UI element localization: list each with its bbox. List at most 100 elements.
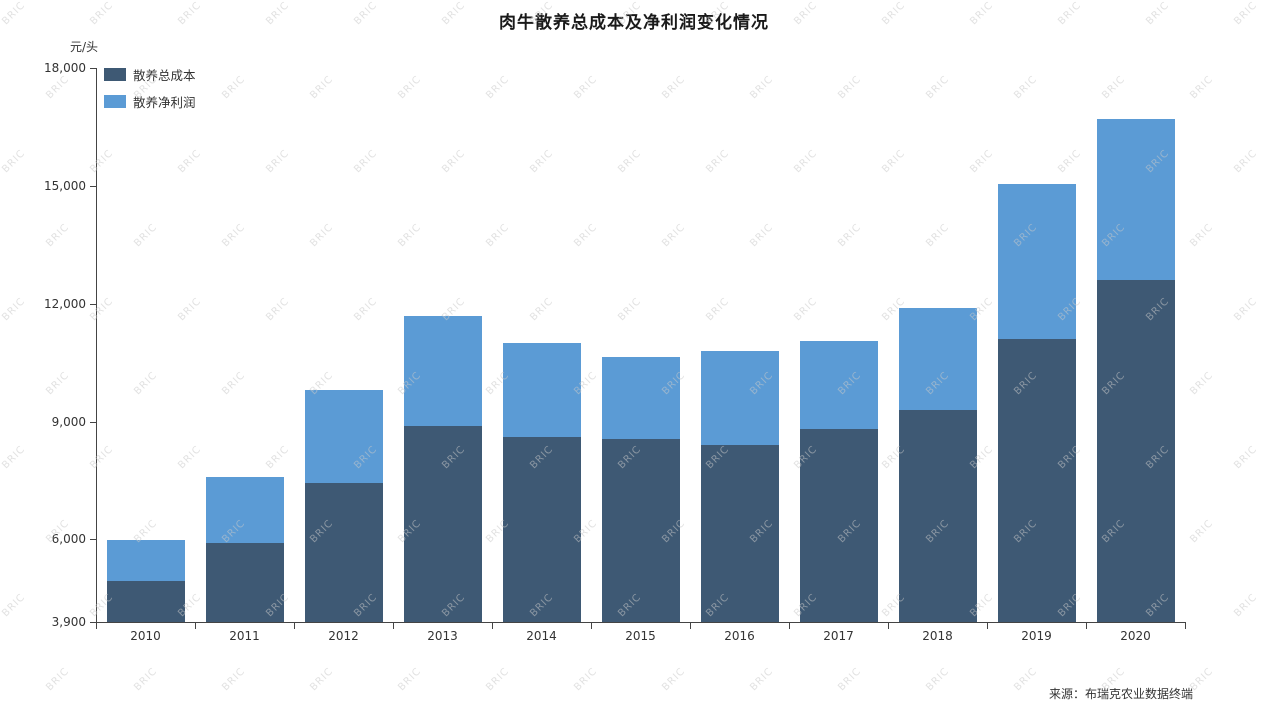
bar-cost-segment (799, 429, 878, 622)
watermark-text: BRIC (0, 443, 28, 472)
watermark-text: BRIC (220, 665, 248, 694)
x-axis-label: 2020 (1120, 629, 1151, 643)
legend-item: 散养净利润 (104, 91, 196, 111)
y-tick-label: 12,000 (44, 296, 86, 311)
chart-legend: 散养总成本散养净利润 (104, 64, 196, 118)
watermark-text: BRIC (748, 665, 776, 694)
y-tick-label: 3,900 (51, 615, 86, 629)
watermark-text: BRIC (1232, 147, 1260, 176)
y-axis-unit-label: 元/头 (70, 40, 99, 54)
bar-profit-segment (1096, 119, 1175, 281)
bar-cost-segment (502, 437, 581, 622)
bar-profit-segment (700, 350, 779, 446)
watermark-text: BRIC (1232, 295, 1260, 324)
y-axis-line (96, 68, 97, 623)
bar-group (997, 183, 1076, 622)
watermark-text: BRIC (1232, 443, 1260, 472)
watermark-text: BRIC (924, 665, 952, 694)
bar-group (601, 356, 680, 622)
bar-cost-segment (106, 580, 185, 622)
bar-profit-segment (997, 183, 1076, 340)
bar-cost-segment (898, 409, 977, 622)
bar-cost-segment (403, 425, 482, 622)
bar-profit-segment (205, 476, 284, 544)
bar-group (799, 341, 878, 622)
x-tick-mark (195, 623, 196, 629)
watermark-text: BRIC (1188, 73, 1216, 102)
y-tick-label: 15,000 (44, 178, 86, 193)
bar-group (898, 307, 977, 622)
bar-group (1096, 119, 1175, 622)
x-tick-mark (591, 623, 592, 629)
watermark-text: BRIC (836, 665, 864, 694)
x-tick-mark (888, 623, 889, 629)
watermark-text: BRIC (44, 221, 72, 250)
chart-title: 肉牛散养总成本及净利润变化情况 (499, 13, 769, 33)
y-tick-mark (90, 68, 96, 69)
bar-group (403, 315, 482, 622)
y-tick-mark (90, 539, 96, 541)
x-axis-label: 2011 (229, 629, 260, 643)
watermark-text: BRIC (44, 73, 72, 102)
watermark-text: BRIC (1188, 517, 1216, 546)
bar-group (502, 343, 581, 622)
y-tick-mark (90, 185, 96, 187)
x-tick-mark (1086, 623, 1087, 629)
y-tick-label: 9,000 (51, 414, 86, 429)
legend-swatch (104, 94, 126, 108)
legend-swatch (104, 67, 126, 81)
y-tick-mark (90, 421, 96, 423)
bar-cost-segment (997, 339, 1076, 622)
x-tick-mark (294, 623, 295, 629)
bar-group (700, 350, 779, 622)
watermark-text: BRIC (308, 665, 336, 694)
x-axis-label: 2014 (526, 629, 557, 643)
bar-cost-segment (700, 445, 779, 622)
x-axis-label: 2012 (328, 629, 359, 643)
bar-group (304, 390, 383, 622)
bar-group (106, 539, 185, 622)
legend-label: 散养净利润 (133, 94, 196, 110)
watermark-text: BRIC (572, 665, 600, 694)
x-tick-mark (1185, 623, 1186, 629)
bar-cost-segment (205, 543, 284, 622)
x-axis-label: 2015 (625, 629, 656, 643)
watermark-text: BRIC (44, 369, 72, 398)
watermark-text: BRIC (1012, 665, 1040, 694)
watermark-text: BRIC (1188, 369, 1216, 398)
bar-profit-segment (106, 539, 185, 581)
bar-cost-segment (304, 482, 383, 622)
y-tick-label: 6,000 (51, 532, 86, 547)
x-axis-label: 2010 (130, 629, 161, 643)
bar-profit-segment (799, 341, 878, 430)
x-axis-line (96, 622, 1186, 623)
watermark-text: BRIC (0, 147, 28, 176)
bar-profit-segment (304, 390, 383, 483)
watermark-text: BRIC (44, 665, 72, 694)
x-tick-mark (96, 623, 97, 629)
bar-group (205, 476, 284, 622)
bar-profit-segment (601, 356, 680, 440)
bar-profit-segment (403, 315, 482, 426)
x-axis-label: 2018 (922, 629, 953, 643)
plot-area (96, 68, 1185, 622)
x-axis-label: 2017 (823, 629, 854, 643)
x-tick-mark (690, 623, 691, 629)
y-tick-label: 18,000 (44, 61, 86, 75)
x-tick-mark (789, 623, 790, 629)
source-note: 来源：布瑞克农业数据终端 (1048, 687, 1193, 701)
watermark-text: BRIC (132, 665, 160, 694)
x-axis-label: 2019 (1021, 629, 1052, 643)
watermark-text: BRIC (484, 665, 512, 694)
x-axis-label: 2013 (427, 629, 458, 643)
watermark-text: BRIC (1188, 221, 1216, 250)
x-tick-mark (987, 623, 988, 629)
legend-label: 散养总成本 (133, 67, 196, 83)
bar-cost-segment (1096, 280, 1175, 622)
bar-cost-segment (601, 439, 680, 622)
bar-profit-segment (898, 307, 977, 410)
y-tick-mark (90, 622, 96, 623)
x-tick-mark (492, 623, 493, 629)
x-axis-label: 2016 (724, 629, 755, 643)
